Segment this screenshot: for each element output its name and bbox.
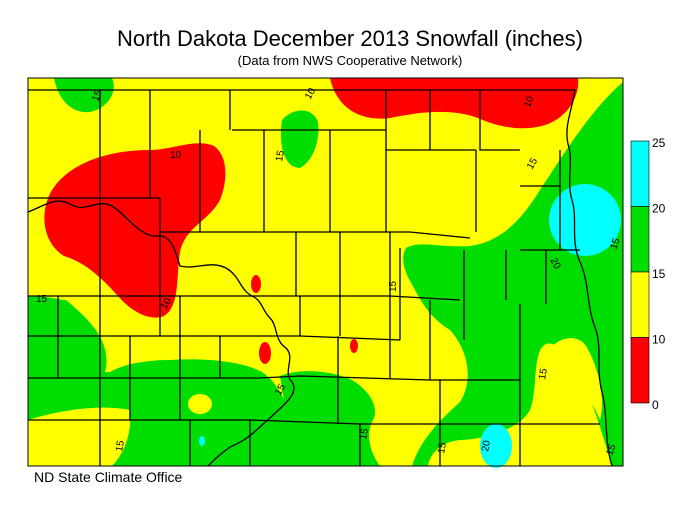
zone-cyan-east — [549, 184, 621, 256]
zone-red-dot-3 — [350, 339, 358, 353]
credit-text: ND State Climate Office — [34, 469, 183, 485]
zone-yellow-southwest — [28, 407, 131, 466]
legend-bin — [630, 206, 650, 273]
legend-bins — [630, 140, 650, 404]
zone-red-dot-1 — [251, 275, 261, 293]
contour-label: 15 — [608, 236, 622, 251]
legend-tick-label: 25 — [652, 136, 666, 150]
contour-label-group: 15 10 10 15 10 15 20 15 10 15 15 15 15 1… — [36, 86, 623, 457]
zone-yellow-east-pocket — [548, 338, 603, 420]
contour-label: 15 — [274, 149, 287, 162]
map-frame — [27, 77, 624, 467]
legend-tick-label: 10 — [652, 333, 666, 347]
legend-ticks: 25 20 15 10 0 — [652, 136, 666, 412]
zone-red-west — [44, 143, 226, 318]
contour-label: 15 — [273, 382, 288, 398]
contour-label: 10 — [522, 94, 536, 109]
red-river — [566, 89, 613, 467]
contour-label: 10 — [303, 86, 318, 102]
contour-label: 10 — [170, 150, 182, 161]
contour-label: 15 — [436, 441, 449, 454]
zone-cyan-southwest-dot — [199, 436, 205, 446]
legend-tick-label: 0 — [652, 398, 659, 412]
contour-label: 15 — [537, 367, 550, 380]
contour-label: 15 — [388, 280, 399, 292]
legend-tick-label: 20 — [652, 202, 666, 216]
zone-green-northwest — [54, 78, 114, 113]
zone-green-south-central — [280, 371, 380, 466]
zone-green-north-central — [280, 110, 319, 168]
contour-label: 15 — [90, 88, 104, 103]
contour-label: 15 — [604, 442, 618, 457]
map-title: North Dakota December 2013 Snowfall (inc… — [117, 26, 583, 51]
legend-bin — [630, 337, 650, 404]
legend-tick-label: 15 — [652, 267, 666, 281]
zone-yellow-island — [188, 394, 212, 414]
zone-cyan-south — [480, 424, 512, 468]
zone-green-east — [403, 82, 623, 466]
contour-label: 15 — [358, 427, 371, 440]
zone-red-dot-2 — [259, 342, 271, 364]
missouri-river — [27, 200, 295, 467]
contour-label: 20 — [480, 439, 493, 452]
contour-label: 15 — [114, 439, 127, 452]
contour-label: 15 — [36, 294, 48, 305]
county-boundaries — [28, 89, 600, 466]
legend-bin — [630, 140, 650, 207]
contour-label: 10 — [159, 296, 174, 312]
map-subtitle: (Data from NWS Cooperative Network) — [237, 53, 463, 68]
legend-bin — [630, 271, 650, 338]
contour-label: 15 — [525, 156, 540, 172]
contour-label: 20 — [547, 256, 562, 272]
